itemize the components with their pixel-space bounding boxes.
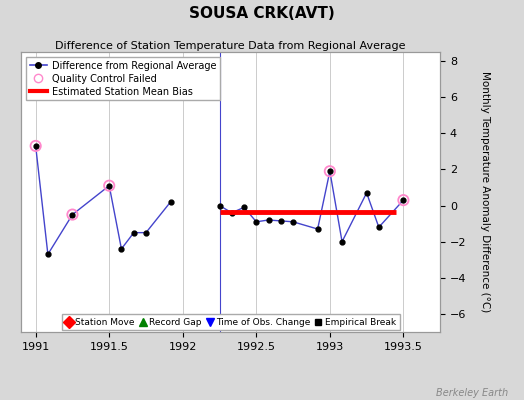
Point	[31, 143, 40, 149]
Text: Berkeley Earth: Berkeley Earth	[436, 388, 508, 398]
Point	[325, 168, 334, 174]
Point	[105, 182, 113, 189]
Title: Difference of Station Temperature Data from Regional Average: Difference of Station Temperature Data f…	[56, 41, 406, 51]
Point	[399, 197, 408, 203]
Legend: Station Move, Record Gap, Time of Obs. Change, Empirical Break: Station Move, Record Gap, Time of Obs. C…	[61, 314, 400, 330]
Text: SOUSA CRK(AVT): SOUSA CRK(AVT)	[189, 6, 335, 21]
Point	[68, 211, 77, 218]
Y-axis label: Monthly Temperature Anomaly Difference (°C): Monthly Temperature Anomaly Difference (…	[481, 71, 490, 313]
